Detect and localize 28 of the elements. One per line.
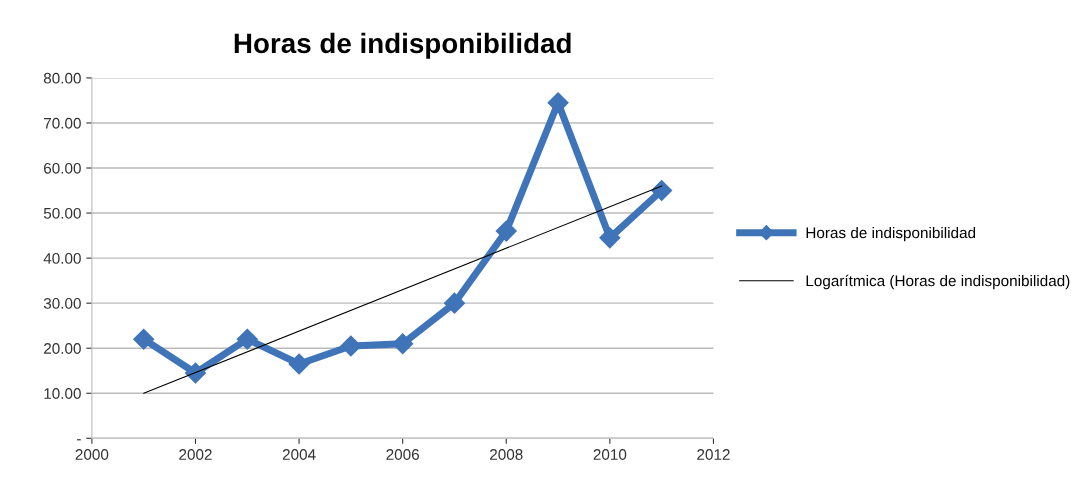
x-tick-label: 2002 [179,449,212,460]
point [599,227,621,249]
x-tick-label: 2000 [75,449,109,460]
legend-label: Horas de indisponibilidad [806,226,976,242]
point [392,333,414,355]
point [495,220,517,242]
point [133,328,155,350]
y-tick-label: - [77,439,81,441]
point [288,353,310,375]
y-tick-label: 40.00 [43,252,81,264]
y-tick-label: 80.00 [43,72,81,84]
y-tick-label: 60.00 [44,162,81,174]
x-tick-label: 2008 [490,449,523,460]
point [340,335,362,357]
point [547,92,569,114]
x-tick-label: 2010 [593,449,627,460]
x-tick-label: 2004 [282,449,316,460]
y-tick-label: 70.00 [44,117,81,129]
legend-label: Logarítmica (Horas de indisponibilidad) [806,274,1070,290]
y-tick-label: 10.00 [44,388,81,399]
y-tick-label: 50.00 [43,207,81,219]
chart-title: Horas de indisponibilidad [234,32,571,59]
y-tick-label: 20.00 [44,343,81,354]
y-tick-label: 30.00 [43,298,81,309]
point [443,292,465,314]
x-tick-label: 2006 [386,449,419,460]
x-tick-label: 2012 [697,449,730,460]
point [236,328,258,350]
